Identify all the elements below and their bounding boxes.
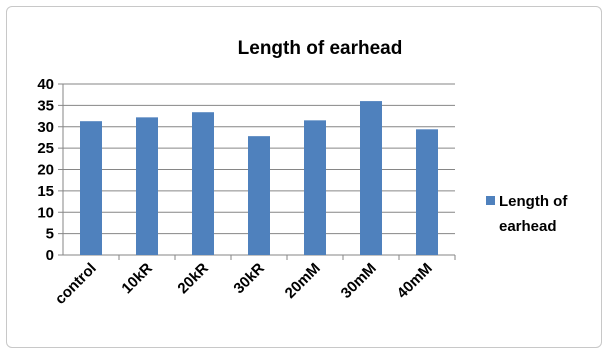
y-tick-label: 10 xyxy=(37,204,54,221)
bar-40mM xyxy=(416,129,438,255)
y-tick-label: 5 xyxy=(46,226,54,243)
x-category-label: 10kR xyxy=(118,260,155,297)
y-tick-label: 40 xyxy=(37,76,54,93)
y-tick-label: 35 xyxy=(37,97,54,114)
x-category-label: 30kR xyxy=(230,260,267,297)
x-category-label: 40mM xyxy=(394,260,436,302)
bar-20mM xyxy=(304,120,326,256)
legend: Length of earhead xyxy=(486,193,568,235)
x-category-label: 20kR xyxy=(174,260,211,297)
y-axis-ticks: 0 5 10 15 20 25 30 35 40 xyxy=(37,76,54,264)
y-tick-label: 30 xyxy=(37,119,54,136)
x-category-label: 30mM xyxy=(338,260,380,302)
x-category-label: control xyxy=(52,260,100,308)
y-tick-label: 20 xyxy=(37,162,54,179)
bar-20kR xyxy=(192,112,214,255)
legend-label-line-2: earhead xyxy=(499,218,557,235)
y-tick-label: 0 xyxy=(46,247,54,264)
x-axis-categories: control 10kR 20kR 30kR 20mM 30mM 40mM xyxy=(52,260,436,308)
bars xyxy=(80,101,438,256)
legend-label-line-1: Length of xyxy=(499,193,568,210)
y-tick-label: 15 xyxy=(37,183,54,200)
bar-30kR xyxy=(248,136,270,255)
bar-10kR xyxy=(136,117,158,255)
y-tick-label: 25 xyxy=(37,140,54,157)
x-category-label: 20mM xyxy=(282,260,324,302)
legend-swatch xyxy=(486,196,495,205)
bar-control xyxy=(80,121,102,255)
chart-title: Length of earhead xyxy=(238,38,403,59)
bar-30mM xyxy=(360,101,382,255)
